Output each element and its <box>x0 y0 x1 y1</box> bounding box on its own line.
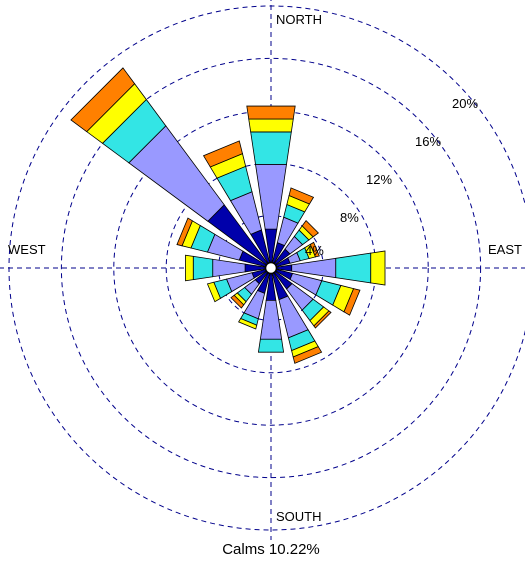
direction-label-west: WEST <box>8 242 46 257</box>
labels: NORTH SOUTH WEST EAST 4% 8% 12% 16% 20% … <box>8 12 522 558</box>
petal-segment <box>238 318 258 330</box>
petal-segment <box>250 131 292 165</box>
petal-segment <box>257 338 285 353</box>
ring-label: 4% <box>305 243 324 258</box>
ring-label: 16% <box>415 134 441 149</box>
petal-segment <box>309 241 320 258</box>
ring-label: 8% <box>340 210 359 225</box>
petal-segment <box>292 346 323 364</box>
petal-segment <box>370 250 386 286</box>
petal-segment <box>176 217 193 247</box>
petal-segment <box>206 281 221 303</box>
petal-segment <box>70 67 136 133</box>
direction-label-east: EAST <box>488 242 522 257</box>
petal-segment <box>343 288 361 316</box>
petal-segment <box>301 219 320 238</box>
ring-label: 20% <box>452 96 478 111</box>
direction-label-north: NORTH <box>276 12 322 27</box>
calm-center <box>264 261 278 275</box>
petal-segment <box>288 187 315 205</box>
petal-segment <box>313 310 332 329</box>
calms-label: Calms 10.22% <box>222 541 320 558</box>
petal-segment <box>246 105 296 120</box>
petal-segment <box>248 118 294 133</box>
direction-label-south: SOUTH <box>276 509 322 524</box>
ring-label: 12% <box>366 172 392 187</box>
petals <box>70 67 386 364</box>
petal-segment <box>202 140 243 168</box>
petal-segment <box>335 252 372 284</box>
petal-segment <box>230 294 245 309</box>
petal-segment <box>192 255 214 281</box>
petal-segment <box>185 254 194 282</box>
